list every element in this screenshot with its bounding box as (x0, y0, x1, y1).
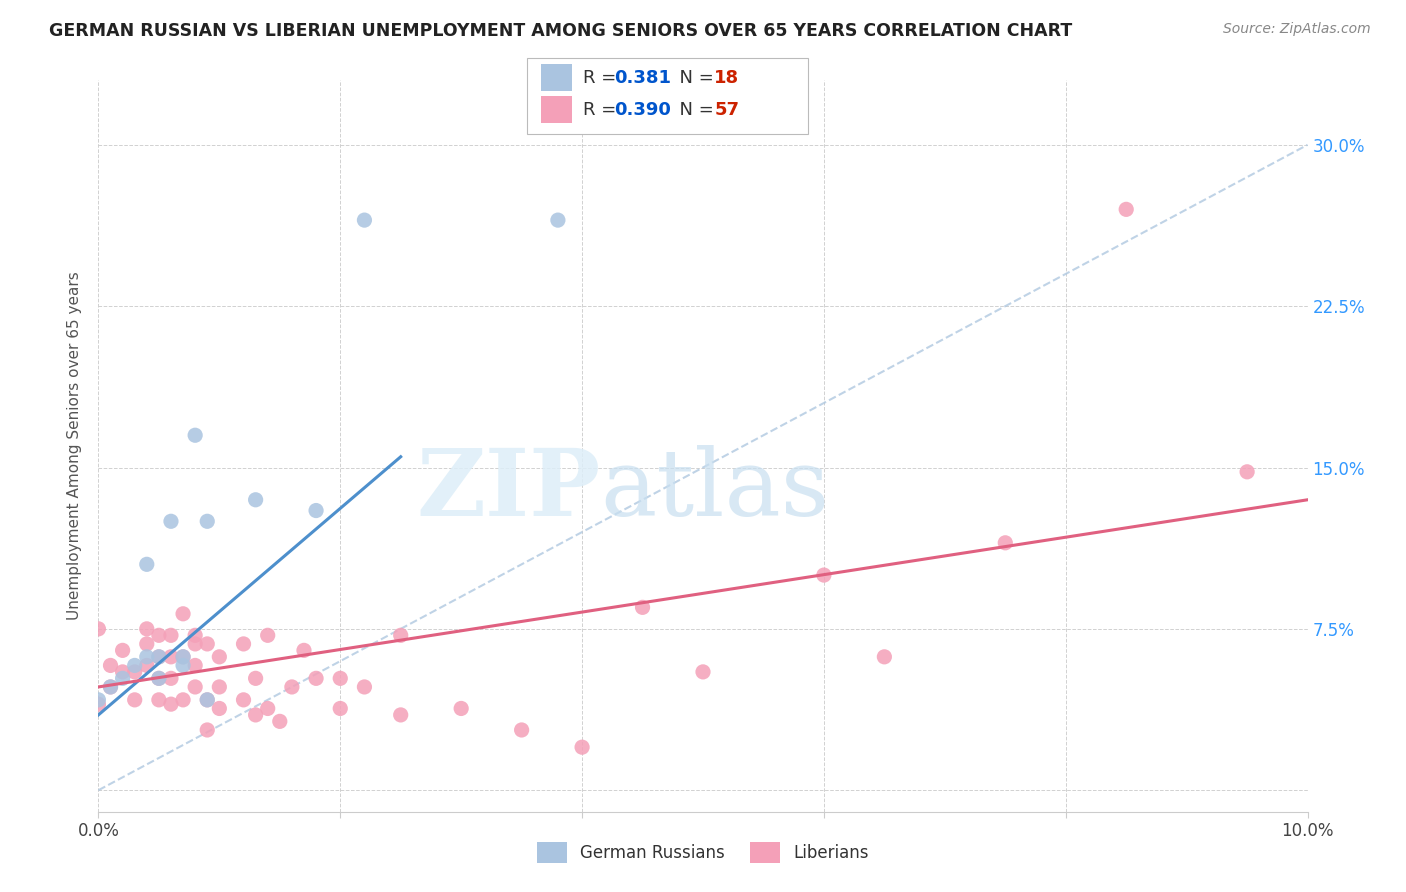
Point (281, 680, 304, 694)
Point (172, 649, 194, 664)
Point (450, 701, 472, 715)
Point (100, 680, 122, 694)
Point (305, 503, 328, 517)
Text: 0.381: 0.381 (614, 69, 672, 87)
Point (1236, 465, 1258, 479)
Point (111, 671, 134, 685)
Text: GERMAN RUSSIAN VS LIBERIAN UNEMPLOYMENT AMONG SENIORS OVER 65 YEARS CORRELATION : GERMAN RUSSIAN VS LIBERIAN UNEMPLOYMENT … (49, 22, 1073, 40)
Point (256, 628, 278, 642)
Text: 57: 57 (714, 101, 740, 119)
Point (100, 658, 122, 673)
Point (692, 665, 714, 679)
Point (135, 558, 157, 572)
Point (269, 714, 291, 729)
Point (195, 637, 218, 651)
Point (631, 600, 654, 615)
Point (1115, 202, 1137, 217)
Y-axis label: Unemployment Among Seniors over 65 years: Unemployment Among Seniors over 65 years (67, 272, 83, 620)
Point (124, 658, 146, 673)
Text: 0.390: 0.390 (614, 101, 671, 119)
Point (111, 643, 134, 657)
Point (208, 680, 231, 694)
Point (160, 514, 183, 528)
Text: N =: N = (668, 101, 720, 119)
Point (353, 213, 375, 227)
Text: N =: N = (668, 69, 720, 87)
Point (135, 622, 157, 636)
Point (172, 658, 194, 673)
Point (195, 723, 218, 737)
Point (87, 693, 110, 707)
Point (329, 701, 352, 715)
Point (195, 514, 218, 528)
Point (184, 658, 207, 673)
Point (195, 693, 218, 707)
Point (184, 680, 207, 694)
Point (100, 680, 122, 694)
Point (232, 693, 254, 707)
Point (87, 697, 110, 711)
Point (135, 649, 157, 664)
Point (148, 671, 170, 685)
Point (353, 680, 375, 694)
Point (547, 213, 569, 227)
Point (305, 671, 328, 685)
Point (389, 628, 412, 642)
Point (389, 707, 412, 722)
Legend: German Russians, Liberians: German Russians, Liberians (530, 836, 876, 869)
Point (124, 693, 146, 707)
Point (510, 723, 533, 737)
Point (195, 693, 218, 707)
Point (148, 628, 170, 642)
Point (148, 649, 170, 664)
Point (160, 697, 183, 711)
Point (87, 622, 110, 636)
Point (245, 671, 267, 685)
Point (329, 671, 352, 685)
Text: R =: R = (583, 101, 623, 119)
Point (245, 707, 267, 722)
Point (208, 649, 231, 664)
Point (256, 701, 278, 715)
Point (160, 649, 183, 664)
Point (232, 637, 254, 651)
Point (184, 637, 207, 651)
Text: 18: 18 (714, 69, 740, 87)
Point (571, 740, 593, 755)
Point (124, 665, 146, 679)
Point (148, 649, 170, 664)
Point (208, 701, 231, 715)
Point (245, 492, 267, 507)
Point (160, 628, 183, 642)
Text: atlas: atlas (600, 445, 830, 535)
Point (873, 649, 896, 664)
Point (148, 671, 170, 685)
Point (135, 637, 157, 651)
Point (184, 428, 207, 442)
Point (148, 693, 170, 707)
Point (292, 643, 315, 657)
Point (160, 671, 183, 685)
Point (135, 658, 157, 673)
Point (172, 693, 194, 707)
Point (172, 649, 194, 664)
Text: ZIP: ZIP (416, 445, 600, 535)
Point (813, 568, 835, 582)
Point (994, 536, 1017, 550)
Point (172, 607, 194, 621)
Point (184, 628, 207, 642)
Text: Source: ZipAtlas.com: Source: ZipAtlas.com (1223, 22, 1371, 37)
Text: R =: R = (583, 69, 623, 87)
Point (111, 665, 134, 679)
